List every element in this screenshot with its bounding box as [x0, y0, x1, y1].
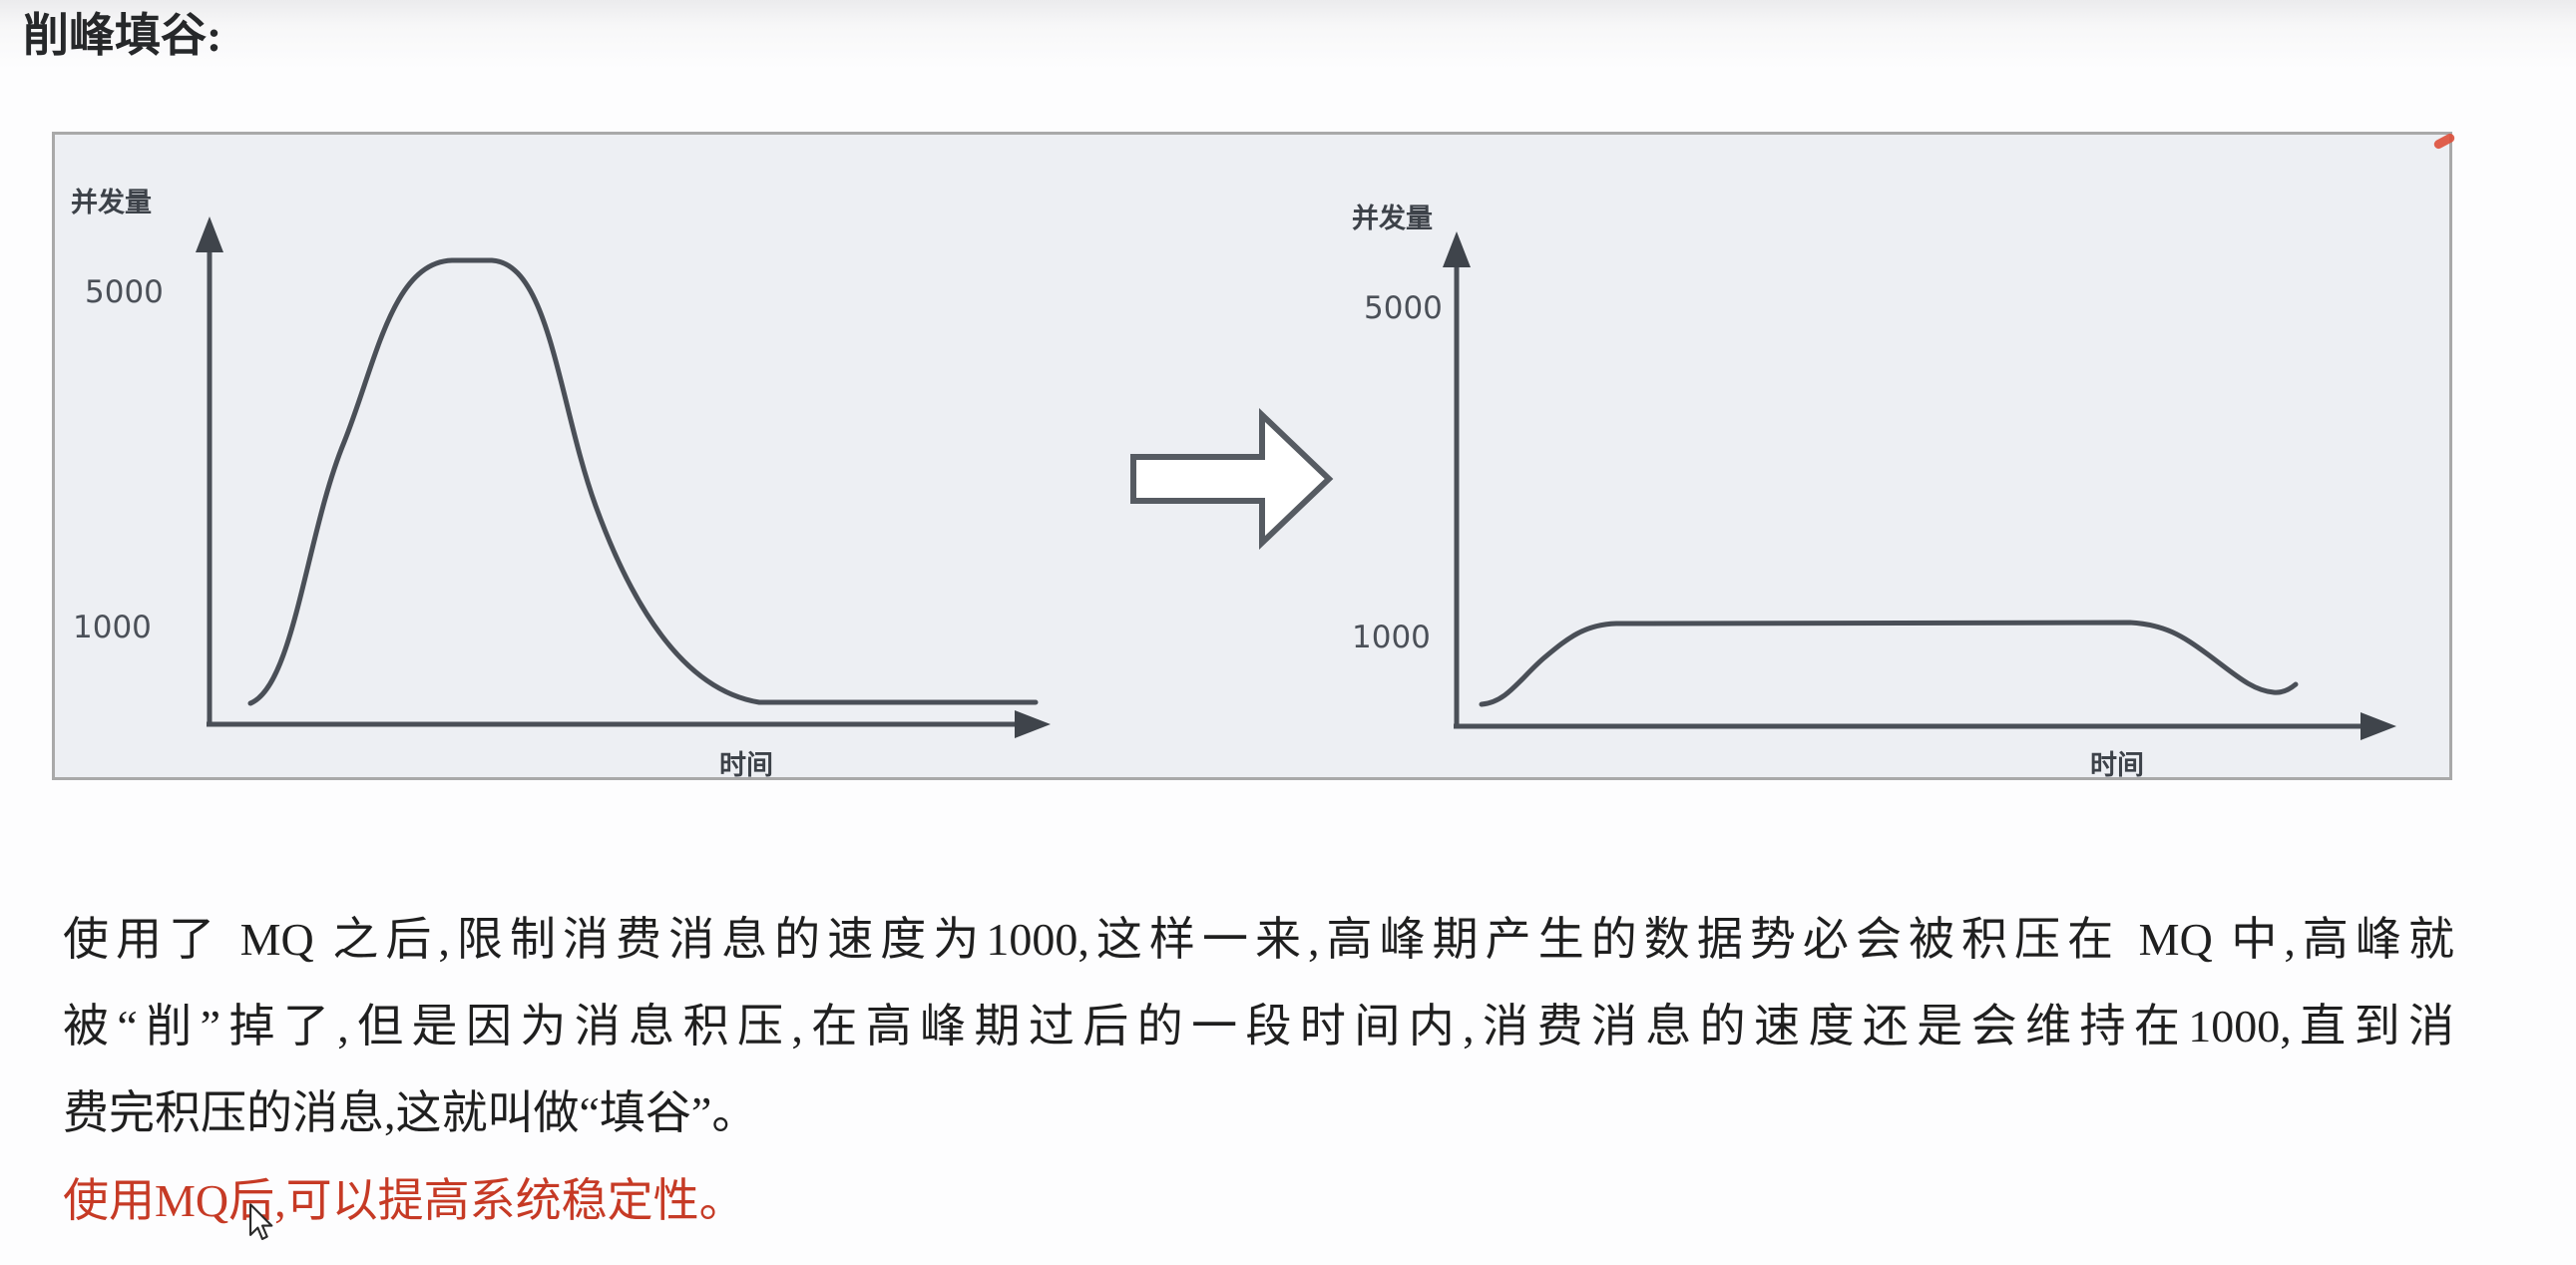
right-y-axis-label: 并发量 — [1352, 204, 1433, 234]
mouse-cursor-icon — [248, 1203, 273, 1240]
right-flat-curve — [1479, 620, 2299, 707]
paragraph-line-1: 使用了 MQ 之后,限制消费消息的速度为1000,这样一来,高峰期产生的数据势必… — [63, 914, 2454, 965]
left-chart-axes — [207, 246, 1019, 727]
right-x-axis-label: 时间 — [2090, 750, 2144, 781]
left-y-axis-label: 并发量 — [71, 188, 152, 218]
left-tick-5000: 5000 — [85, 274, 164, 310]
right-chart-axes — [1454, 261, 2364, 729]
paragraph-line-2: 被“削”掉了,但是因为消息积压,在高峰期过后的一段时间内,消费消息的速度还是会维… — [63, 1001, 2454, 1052]
right-tick-1000: 1000 — [1352, 620, 1431, 655]
left-peak-curve — [247, 257, 1039, 706]
right-axis-arrowheads — [1443, 231, 2396, 740]
right-tick-5000: 5000 — [1364, 290, 1443, 326]
left-axis-arrowheads — [196, 216, 1051, 738]
peak-shaving-diagram — [196, 216, 2396, 740]
block-arrow-right-icon — [1130, 407, 1334, 551]
page-title: 削峰填谷: — [23, 10, 222, 61]
paragraph-line-3: 费完积压的消息,这就叫做“填谷”。 — [63, 1087, 758, 1138]
figure-panel: 并发量 5000 1000 时间 并发量 5000 1000 时间 — [52, 132, 2456, 781]
left-tick-1000: 1000 — [73, 610, 152, 645]
left-x-axis-label: 时间 — [719, 750, 773, 781]
highlight-text: 使用MQ后,可以提高系统稳定性。 — [63, 1175, 745, 1226]
